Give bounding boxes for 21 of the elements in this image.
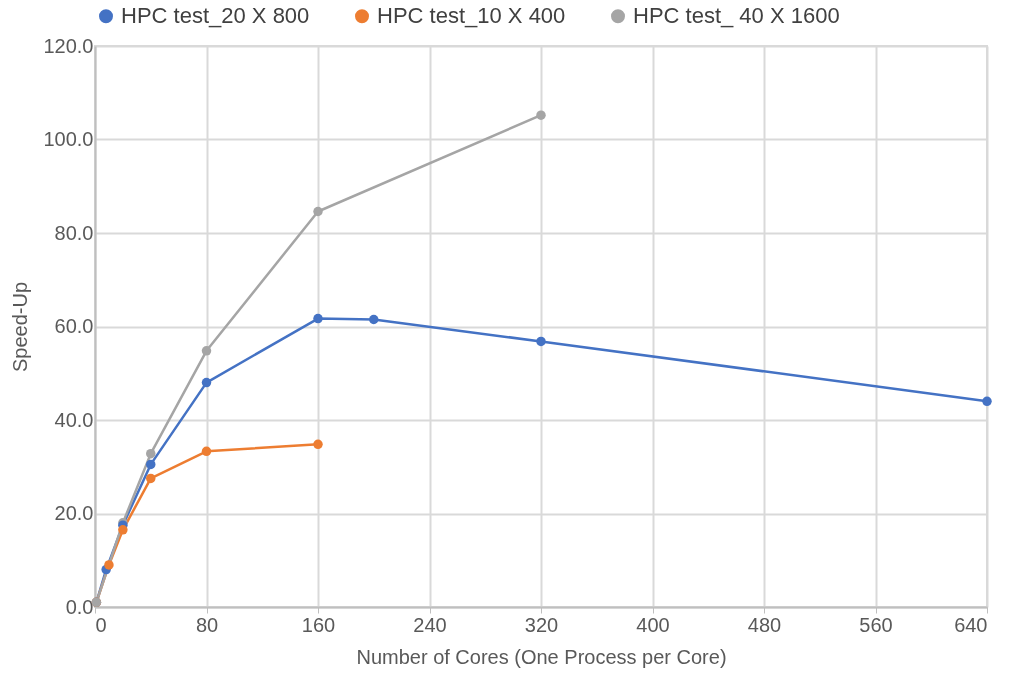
- x-tick-label: 640: [954, 613, 988, 636]
- y-tick-label: 20.0: [54, 502, 94, 524]
- x-tick-label: 400: [636, 613, 670, 636]
- y-tick-label: 80.0: [54, 221, 94, 244]
- legend-label: HPC test_ 40 X 1600: [633, 3, 840, 29]
- x-tick-label: 0: [95, 613, 107, 636]
- x-tick-label: 560: [859, 613, 893, 636]
- legend-label: HPC test_20 X 800: [121, 3, 310, 29]
- x-tick-label: 160: [301, 613, 336, 636]
- x-tick-label: 480: [747, 613, 782, 636]
- y-tick-label: 40.0: [54, 408, 94, 431]
- x-axis-title: Number of Cores (One Process per Core): [356, 645, 727, 668]
- legend-label: HPC test_10 X 400: [377, 3, 566, 29]
- x-tick-label: 320: [524, 613, 559, 636]
- y-tick-label: 100.0: [43, 128, 94, 150]
- y-axis-title: Speed-Up: [9, 281, 32, 373]
- y-tick-label: 120.0: [43, 34, 94, 57]
- y-tick-label: 0.0: [65, 595, 94, 618]
- y-tick-label: 60.0: [54, 315, 94, 337]
- x-tick-label: 80: [195, 613, 219, 636]
- x-tick-label: 240: [413, 613, 447, 636]
